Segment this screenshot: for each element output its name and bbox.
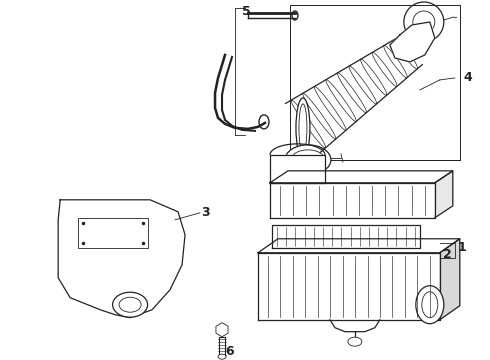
Polygon shape	[258, 239, 460, 253]
Polygon shape	[270, 171, 453, 183]
Text: 1: 1	[458, 241, 466, 254]
Text: 4: 4	[464, 71, 472, 85]
Polygon shape	[390, 22, 435, 62]
Ellipse shape	[416, 286, 444, 324]
Polygon shape	[58, 200, 185, 318]
Text: 5: 5	[242, 5, 250, 18]
Polygon shape	[216, 323, 228, 337]
Polygon shape	[270, 155, 325, 183]
Polygon shape	[272, 225, 420, 248]
Text: 2: 2	[443, 248, 452, 261]
Polygon shape	[440, 239, 460, 320]
Ellipse shape	[296, 98, 310, 158]
Ellipse shape	[285, 145, 331, 175]
Ellipse shape	[218, 354, 226, 359]
Text: 3: 3	[201, 206, 209, 219]
Polygon shape	[258, 253, 440, 320]
Bar	[290, 5, 460, 160]
Polygon shape	[435, 171, 453, 218]
Ellipse shape	[113, 292, 147, 317]
Polygon shape	[270, 183, 435, 218]
Bar	[78, 218, 148, 248]
Polygon shape	[78, 218, 148, 248]
Ellipse shape	[348, 337, 362, 346]
Text: 6: 6	[226, 345, 234, 358]
